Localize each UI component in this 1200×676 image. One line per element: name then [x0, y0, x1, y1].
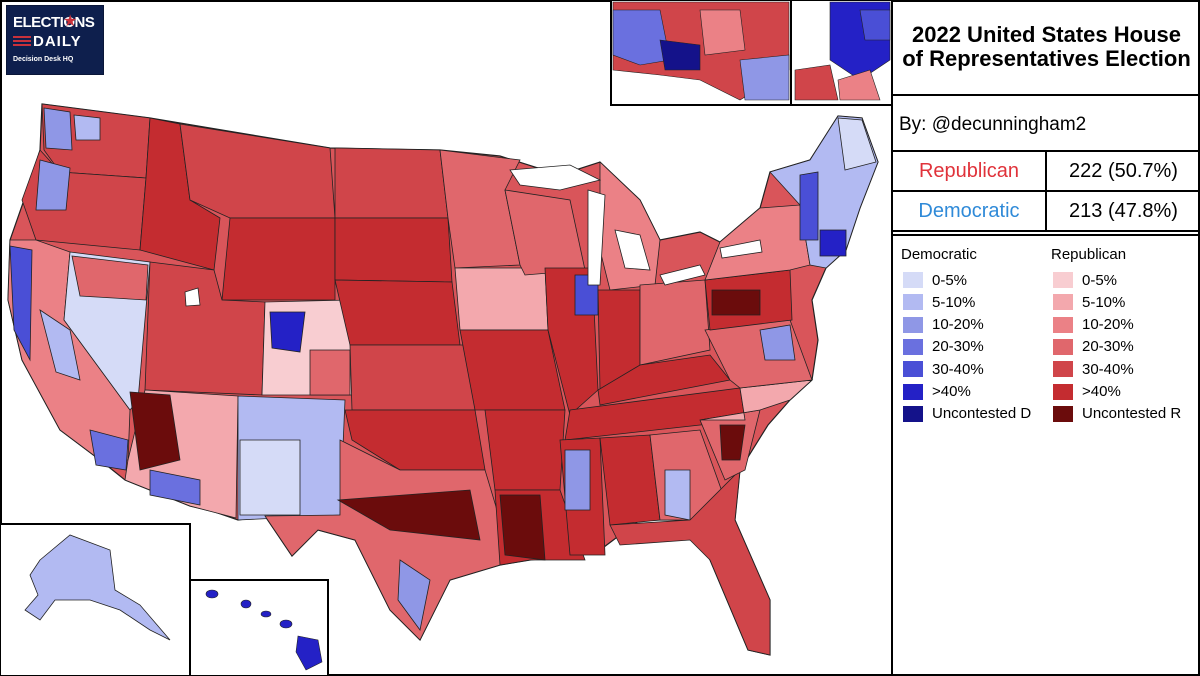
- legend-heading-democratic: Democratic: [901, 246, 977, 263]
- elections-daily-logo: ELECTIONS ★ DAILY Decision Desk HQ: [6, 5, 104, 75]
- legend-label-republican: 30-40%: [1082, 360, 1134, 378]
- legend-item-republican: Uncontested R: [1053, 404, 1181, 424]
- legend-label-republican: 20-30%: [1082, 338, 1134, 356]
- party-label-democratic: Democratic: [893, 192, 1047, 230]
- legend-label-democratic: 10-20%: [932, 316, 984, 334]
- legend: Democratic Republican 0-5% 5-10% 10-20% 20-…: [893, 234, 1200, 674]
- legend-item-republican: 20-30%: [1053, 337, 1134, 357]
- legend-label-democratic: 5-10%: [932, 293, 976, 311]
- legend-swatch-democratic: [903, 272, 923, 288]
- legend-swatch-democratic: [903, 338, 923, 355]
- info-panel: 2022 United States House of Representati…: [891, 0, 1200, 676]
- legend-item-republican: 0-5%: [1053, 270, 1117, 290]
- legend-item-republican: 5-10%: [1053, 292, 1125, 312]
- legend-item-republican: 30-40%: [1053, 359, 1134, 379]
- legend-label-republican: 5-10%: [1082, 293, 1126, 311]
- legend-label-republican: 10-20%: [1082, 316, 1134, 334]
- legend-swatch-republican: [1053, 316, 1073, 333]
- legend-swatch-republican: [1053, 383, 1073, 400]
- legend-label-democratic: >40%: [932, 383, 971, 400]
- legend-swatch-democratic: [903, 405, 923, 422]
- party-label-republican: Republican: [893, 152, 1047, 190]
- legend-item-republican: >40%: [1053, 382, 1121, 402]
- legend-swatch-republican: [1053, 405, 1073, 422]
- logo-line-3: Decision Desk HQ: [13, 56, 74, 63]
- legend-label-republican: Uncontested R: [1082, 405, 1182, 423]
- hawaii-shape: [205, 589, 323, 671]
- legend-swatch-democratic: [903, 361, 923, 378]
- legend-item-democratic: 30-40%: [903, 359, 984, 379]
- logo-line-1: ELECTIONS: [13, 14, 95, 31]
- legend-item-democratic: 10-20%: [903, 315, 984, 335]
- byline: By: @decunningham2: [893, 96, 1200, 152]
- seat-count-republican: 222 (50.7%): [1069, 159, 1178, 182]
- legend-item-democratic: 20-30%: [903, 337, 984, 357]
- legend-swatch-republican: [1053, 272, 1073, 288]
- legend-item-democratic: 5-10%: [903, 292, 975, 312]
- legend-item-democratic: >40%: [903, 382, 971, 402]
- logo-line-2: DAILY: [33, 33, 82, 50]
- result-row-republican: Republican 222 (50.7%): [893, 152, 1200, 192]
- legend-item-republican: 10-20%: [1053, 315, 1134, 335]
- legend-label-democratic: Uncontested D: [932, 405, 1032, 423]
- legend-swatch-republican: [1053, 361, 1073, 378]
- legend-item-democratic: 0-5%: [903, 270, 967, 290]
- star-icon: ★: [63, 13, 78, 30]
- map-svg: [0, 0, 893, 676]
- legend-heading-republican: Republican: [1051, 246, 1127, 263]
- legend-label-democratic: 30-40%: [932, 360, 984, 378]
- legend-swatch-democratic: [903, 383, 923, 400]
- page-title: 2022 United States House of Representati…: [893, 0, 1200, 96]
- seat-count-democratic: 213 (47.8%): [1069, 199, 1178, 222]
- legend-label-republican: 0-5%: [1082, 271, 1118, 289]
- legend-swatch-democratic: [903, 316, 923, 333]
- legend-label-democratic: 20-30%: [932, 338, 984, 356]
- legend-swatch-democratic: [903, 294, 923, 311]
- legend-swatch-republican: [1053, 338, 1073, 355]
- legend-label-democratic: 0-5%: [932, 271, 968, 289]
- alaska-shape: [24, 534, 171, 641]
- result-row-democratic: Democratic 213 (47.8%): [893, 192, 1200, 232]
- flag-stripes-icon: [13, 36, 31, 48]
- legend-label-republican: >40%: [1082, 383, 1121, 400]
- legend-item-democratic: Uncontested D: [903, 404, 1031, 424]
- us-house-map: ELECTIONS ★ DAILY Decision Desk HQ: [0, 0, 893, 676]
- legend-swatch-republican: [1053, 294, 1073, 311]
